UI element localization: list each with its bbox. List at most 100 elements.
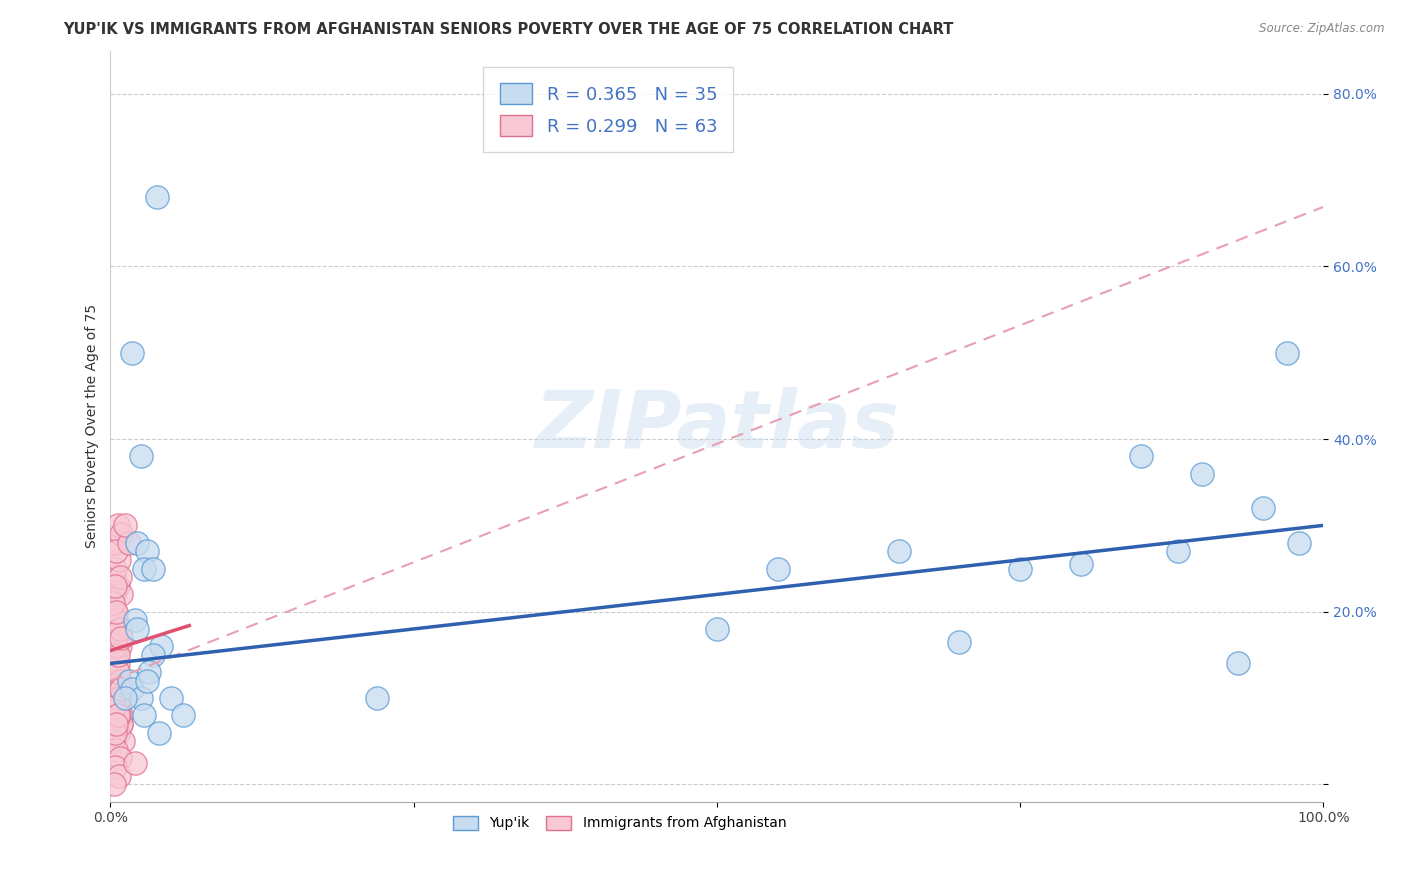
Point: [104, 561, 127, 575]
Point: [110, 708, 132, 723]
Point: [105, 717, 128, 731]
Point: [108, 708, 131, 723]
Point: [110, 717, 132, 731]
Point: [124, 613, 146, 627]
Point: [142, 648, 165, 662]
Point: [1275, 345, 1298, 359]
Point: [107, 665, 129, 679]
Point: [150, 639, 173, 653]
Point: [160, 691, 183, 706]
Point: [121, 345, 143, 359]
Text: YUP'IK VS IMMIGRANTS FROM AFGHANISTAN SENIORS POVERTY OVER THE AGE OF 75 CORRELA: YUP'IK VS IMMIGRANTS FROM AFGHANISTAN SE…: [63, 22, 953, 37]
Point: [1167, 544, 1189, 558]
Text: Source: ZipAtlas.com: Source: ZipAtlas.com: [1260, 22, 1385, 36]
Point: [104, 639, 127, 653]
Point: [104, 579, 127, 593]
Point: [887, 544, 910, 558]
Point: [103, 613, 125, 627]
Point: [107, 708, 129, 723]
Point: [108, 699, 131, 714]
Point: [129, 691, 152, 706]
Point: [103, 587, 125, 601]
Point: [103, 622, 125, 636]
Point: [108, 673, 131, 688]
Point: [105, 639, 128, 653]
Point: [135, 673, 157, 688]
Point: [103, 699, 125, 714]
Point: [148, 725, 170, 739]
Point: [105, 743, 128, 757]
Point: [706, 622, 728, 636]
Point: [1070, 558, 1092, 572]
Point: [124, 756, 146, 770]
Point: [1227, 657, 1250, 671]
Point: [107, 665, 129, 679]
Point: [107, 518, 129, 533]
Point: [105, 631, 128, 645]
Point: [135, 544, 157, 558]
Point: [110, 527, 132, 541]
Point: [108, 682, 131, 697]
Point: [101, 596, 124, 610]
Point: [107, 682, 129, 697]
Point: [108, 769, 131, 783]
Y-axis label: Seniors Poverty Over the Age of 75: Seniors Poverty Over the Age of 75: [86, 304, 100, 549]
Point: [134, 561, 156, 575]
Point: [108, 682, 131, 697]
Point: [948, 635, 970, 649]
Point: [105, 665, 128, 679]
Point: [127, 622, 149, 636]
Point: [134, 708, 156, 723]
Point: [104, 725, 127, 739]
Point: [104, 760, 127, 774]
Point: [108, 691, 131, 706]
Point: [142, 561, 165, 575]
Point: [145, 190, 167, 204]
Point: [105, 605, 128, 619]
Point: [104, 605, 127, 619]
Text: ZIPatlas: ZIPatlas: [534, 387, 900, 465]
Point: [138, 665, 160, 679]
Point: [121, 682, 143, 697]
Point: [103, 570, 125, 584]
Point: [117, 535, 139, 549]
Point: [108, 553, 131, 567]
Point: [104, 673, 127, 688]
Point: [103, 648, 125, 662]
Point: [103, 535, 125, 549]
Point: [107, 725, 129, 739]
Point: [107, 579, 129, 593]
Point: [129, 450, 152, 464]
Point: [110, 717, 132, 731]
Point: [103, 777, 125, 791]
Point: [172, 708, 194, 723]
Point: [105, 544, 128, 558]
Point: [108, 639, 131, 653]
Point: [108, 691, 131, 706]
Point: [114, 518, 136, 533]
Point: [1191, 467, 1213, 481]
Point: [366, 691, 388, 706]
Point: [1251, 501, 1274, 516]
Point: [111, 734, 134, 748]
Point: [101, 708, 124, 723]
Point: [108, 673, 131, 688]
Legend: Yup'ik, Immigrants from Afghanistan: Yup'ik, Immigrants from Afghanistan: [449, 810, 792, 836]
Point: [105, 699, 128, 714]
Point: [103, 657, 125, 671]
Point: [1288, 535, 1310, 549]
Point: [1130, 450, 1153, 464]
Point: [127, 535, 149, 549]
Point: [110, 682, 132, 697]
Point: [110, 631, 132, 645]
Point: [107, 657, 129, 671]
Point: [1010, 561, 1032, 575]
Point: [117, 673, 139, 688]
Point: [108, 570, 131, 584]
Point: [114, 691, 136, 706]
Point: [108, 622, 131, 636]
Point: [107, 648, 129, 662]
Point: [766, 561, 789, 575]
Point: [101, 734, 124, 748]
Point: [110, 587, 132, 601]
